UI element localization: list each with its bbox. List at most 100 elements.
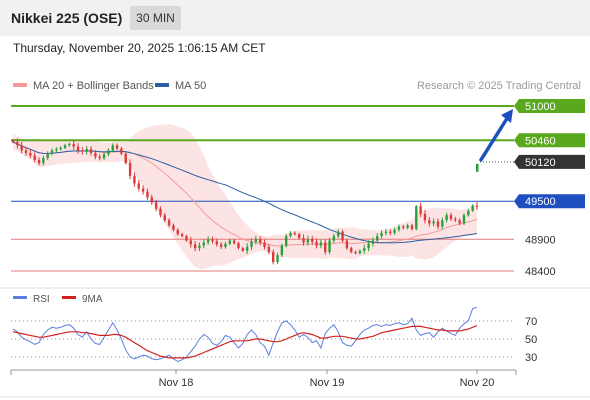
candle-body [285,236,288,246]
candle-body [232,240,236,244]
candle-body [371,240,375,244]
legend-ma20: MA 20 + Bollinger Bands [13,80,154,92]
candle-body [237,243,240,249]
candle-body [37,159,41,164]
candle-body [363,248,366,251]
candle-body [24,150,28,153]
candle-body [16,142,19,146]
legend-ma20-label: MA 20 + Bollinger Bands [33,80,154,92]
candle-body [254,239,258,242]
candle-body [241,248,245,251]
candle-body [167,220,171,226]
candle-body [33,155,36,160]
candle-body [415,206,418,230]
last-candle [476,163,479,172]
legend-ma50-label: MA 50 [175,80,207,92]
x-tick-label: Nov 19 [310,377,345,389]
candle-body [180,234,184,237]
legend-ma50: MA 50 [155,80,206,92]
level-label-50460: 50460 [525,135,556,147]
candle-body [311,239,314,242]
candle-body [172,225,175,230]
rsi-tick-70: 70 [525,316,537,328]
candle-body [146,191,149,198]
level-label-51000: 51000 [525,101,556,113]
rsi-tick-50: 50 [525,334,537,346]
candle-body [85,149,88,152]
candle-body [185,236,188,241]
candle-body [328,240,331,252]
candle-body [376,236,379,241]
candle-body [306,239,310,243]
candle-body [63,145,67,148]
candle-body [42,158,45,164]
candle-body [202,242,205,246]
candle-body [120,148,123,154]
candle-body [389,231,392,233]
candle-body [228,240,232,244]
candle-body [384,231,388,233]
candle-body [59,147,62,150]
candle-body [206,239,210,243]
rsi-tick-30: 30 [525,352,537,364]
candle-body [133,175,136,184]
candle-body [150,197,153,203]
candle-body [76,146,80,151]
candle-body [467,210,470,216]
candle-body [72,144,75,147]
candle-body [211,239,214,242]
candle-body [345,240,349,249]
candle-body [46,153,49,159]
candle-body [163,215,166,221]
candle-body [410,225,414,230]
candle-body [154,202,158,209]
candle-body [198,245,201,249]
candle-body [319,242,323,246]
candle-body [302,238,305,243]
rsi-line [12,307,478,363]
candle-body [419,206,422,214]
candle-body [358,250,362,254]
candle-body [432,221,435,224]
chart-header: Nikkei 225 (OSE) 30 MIN [0,0,590,36]
candle-body [263,242,266,247]
candle-body [245,246,249,251]
candle-body [341,231,344,241]
candle-body [124,153,127,164]
instrument-title: Nikkei 225 (OSE) [11,10,123,26]
candle-body [98,156,101,159]
candle-body [107,150,110,155]
candle-body [475,205,479,207]
candle-body [115,145,119,149]
candle-body [258,239,262,243]
level-label-49500: 49500 [525,196,556,208]
candle-body [380,232,383,237]
candle-body [159,208,162,216]
level-tag-51000 [514,99,585,113]
level-tag-49500 [514,194,585,209]
ma20-swatch [13,83,27,88]
candle-body [441,220,444,227]
candle-body [176,229,179,235]
candle-body [454,218,457,221]
candle-body [449,215,453,219]
forecast-arrow-head [501,109,513,123]
candle-body [68,144,71,146]
candle-body [289,232,292,237]
candle-body [397,226,401,230]
candle-body [445,215,448,221]
candle-body [193,244,197,249]
x-tick-label: Nov 18 [159,377,194,389]
candle-body [137,183,140,189]
level-label-48900: 48900 [525,234,556,246]
candle-body [298,234,301,238]
credit-text: Research © 2025 Trading Central [416,80,581,92]
bollinger-band-fill [13,124,477,269]
candle-body [219,244,223,247]
candle-body [436,221,440,227]
candle-body [20,145,23,151]
interval-button[interactable]: 30 MIN [130,6,181,30]
ma50-swatch [155,83,169,88]
candle-body [276,255,279,263]
